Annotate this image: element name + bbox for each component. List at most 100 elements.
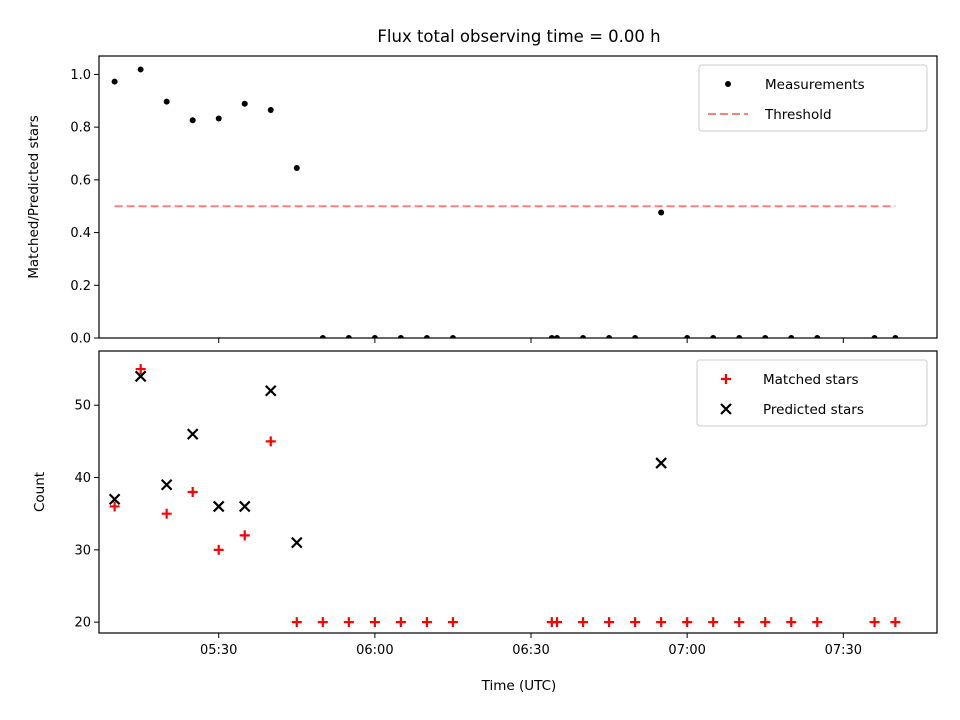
- measurements-point: [762, 335, 769, 338]
- matched-stars-point: [213, 544, 224, 555]
- predicted-stars-point: [655, 457, 667, 469]
- y-tick-label: 30: [74, 543, 91, 558]
- y-tick-label: 50: [74, 399, 91, 414]
- measurements-point: [449, 335, 456, 338]
- measurements-point: [137, 66, 144, 73]
- measurements-point: [632, 335, 639, 338]
- matched-stars-point: [369, 617, 380, 628]
- x-tick-label: 05:30: [200, 643, 237, 658]
- matched-stars-point: [265, 436, 276, 447]
- measurements-point: [215, 115, 222, 122]
- top-panel: 0.0 0.2 0.4 0.6 0.8 1.0 Matched/Predicted star…: [26, 55, 938, 347]
- x-tick-label: 07:30: [825, 643, 862, 658]
- matched-stars-point: [812, 617, 823, 628]
- measurements-point: [554, 335, 561, 338]
- matched-stars-point: [317, 617, 328, 628]
- measurements-point: [345, 335, 352, 338]
- y-tick-label: 1.0: [70, 68, 91, 83]
- legend-swatch: [725, 81, 731, 87]
- y-tick-label: 0.0: [70, 332, 91, 347]
- measurements-point: [814, 335, 821, 338]
- legend-box: [698, 64, 928, 132]
- predicted-stars-point: [134, 370, 147, 383]
- legend-label: Matched stars: [763, 372, 859, 388]
- measurements-point: [871, 335, 878, 338]
- y-tick-label: 0.6: [70, 173, 91, 188]
- legend-label: Threshold: [764, 107, 832, 123]
- measurements-point: [684, 335, 691, 338]
- matched-stars-point: [890, 617, 901, 628]
- axes-frame: [98, 55, 938, 339]
- x-tick-label: 06:00: [356, 643, 393, 658]
- y-tick-label: 0.8: [70, 121, 91, 136]
- bottom-panel: 20 30 40 50 05:30 06:00 06:30 07:00 07:30 Count Ma…: [32, 350, 938, 658]
- measurements-point: [423, 335, 430, 338]
- chart-title: Flux total observing time = 0.00 h: [377, 27, 660, 46]
- matched-stars-point: [447, 617, 458, 628]
- measurements-point: [111, 78, 118, 85]
- x-axis-label: Time (UTC): [481, 678, 557, 694]
- matched-stars-point: [109, 501, 120, 512]
- predicted-stars-point: [108, 493, 121, 506]
- y-axis-label: Matched/Predicted stars: [26, 115, 42, 278]
- matched-stars-point: [786, 617, 797, 628]
- matched-stars-point: [604, 617, 615, 628]
- matched-stars-point: [187, 487, 198, 497]
- measurements-point: [163, 98, 170, 105]
- matched-stars-point: [343, 617, 354, 628]
- legend-label: Measurements: [765, 77, 865, 93]
- x-tick-label: 06:30: [512, 643, 549, 658]
- legend-swatch: [721, 374, 731, 384]
- matched-stars-point: [135, 364, 146, 375]
- predicted-stars-point: [186, 428, 199, 440]
- measurements-point: [736, 335, 743, 338]
- y-tick-label: 40: [74, 471, 91, 486]
- x-tick-label: 07:00: [668, 643, 705, 658]
- axes-frame: [98, 350, 938, 634]
- measurements-point: [548, 335, 555, 338]
- measurements-point: [710, 335, 717, 338]
- measurements-point: [892, 335, 899, 338]
- y-axis-label: Count: [32, 472, 48, 512]
- matched-stars-point: [578, 617, 589, 628]
- matched-stars-point: [552, 617, 563, 628]
- measurements-point: [658, 209, 665, 216]
- measurements-point: [189, 117, 196, 124]
- measurements-point: [397, 335, 404, 338]
- matched-stars-point: [869, 617, 880, 628]
- matched-stars-point: [421, 617, 432, 628]
- plot-area: [111, 66, 899, 338]
- y-tick-label: 0.4: [70, 226, 91, 241]
- matched-stars-point: [760, 617, 771, 628]
- matched-stars-point: [682, 617, 693, 628]
- legend: Measurements Threshold: [698, 64, 928, 132]
- predicted-stars-point: [212, 500, 225, 513]
- matched-stars-point: [291, 617, 302, 628]
- measurements-point: [580, 335, 587, 338]
- predicted-stars-point: [291, 536, 303, 549]
- measurements-point: [371, 335, 378, 338]
- matched-stars-point: [630, 617, 641, 628]
- legend-swatch: [720, 403, 732, 415]
- matched-stars-point: [239, 530, 250, 541]
- measurements-point: [788, 335, 795, 338]
- y-tick-label: 0.2: [70, 279, 91, 294]
- measurements-point: [241, 100, 248, 107]
- plot-area: [108, 364, 901, 628]
- legend-box: [696, 359, 928, 427]
- measurements-point: [319, 335, 326, 338]
- matched-stars-point: [395, 617, 406, 628]
- matched-stars-point: [734, 617, 745, 628]
- measurements-point: [606, 335, 613, 338]
- measurements-point: [267, 107, 274, 114]
- legend-label: Predicted stars: [763, 402, 864, 418]
- predicted-stars-point: [238, 500, 251, 513]
- measurements-point: [293, 165, 300, 172]
- y-tick-label: 20: [74, 616, 91, 631]
- legend: Matched stars Predicted stars: [696, 359, 928, 427]
- predicted-stars-point: [264, 384, 277, 397]
- matched-stars-point: [708, 617, 719, 628]
- matched-stars-point: [656, 617, 667, 628]
- predicted-stars-point: [160, 478, 173, 491]
